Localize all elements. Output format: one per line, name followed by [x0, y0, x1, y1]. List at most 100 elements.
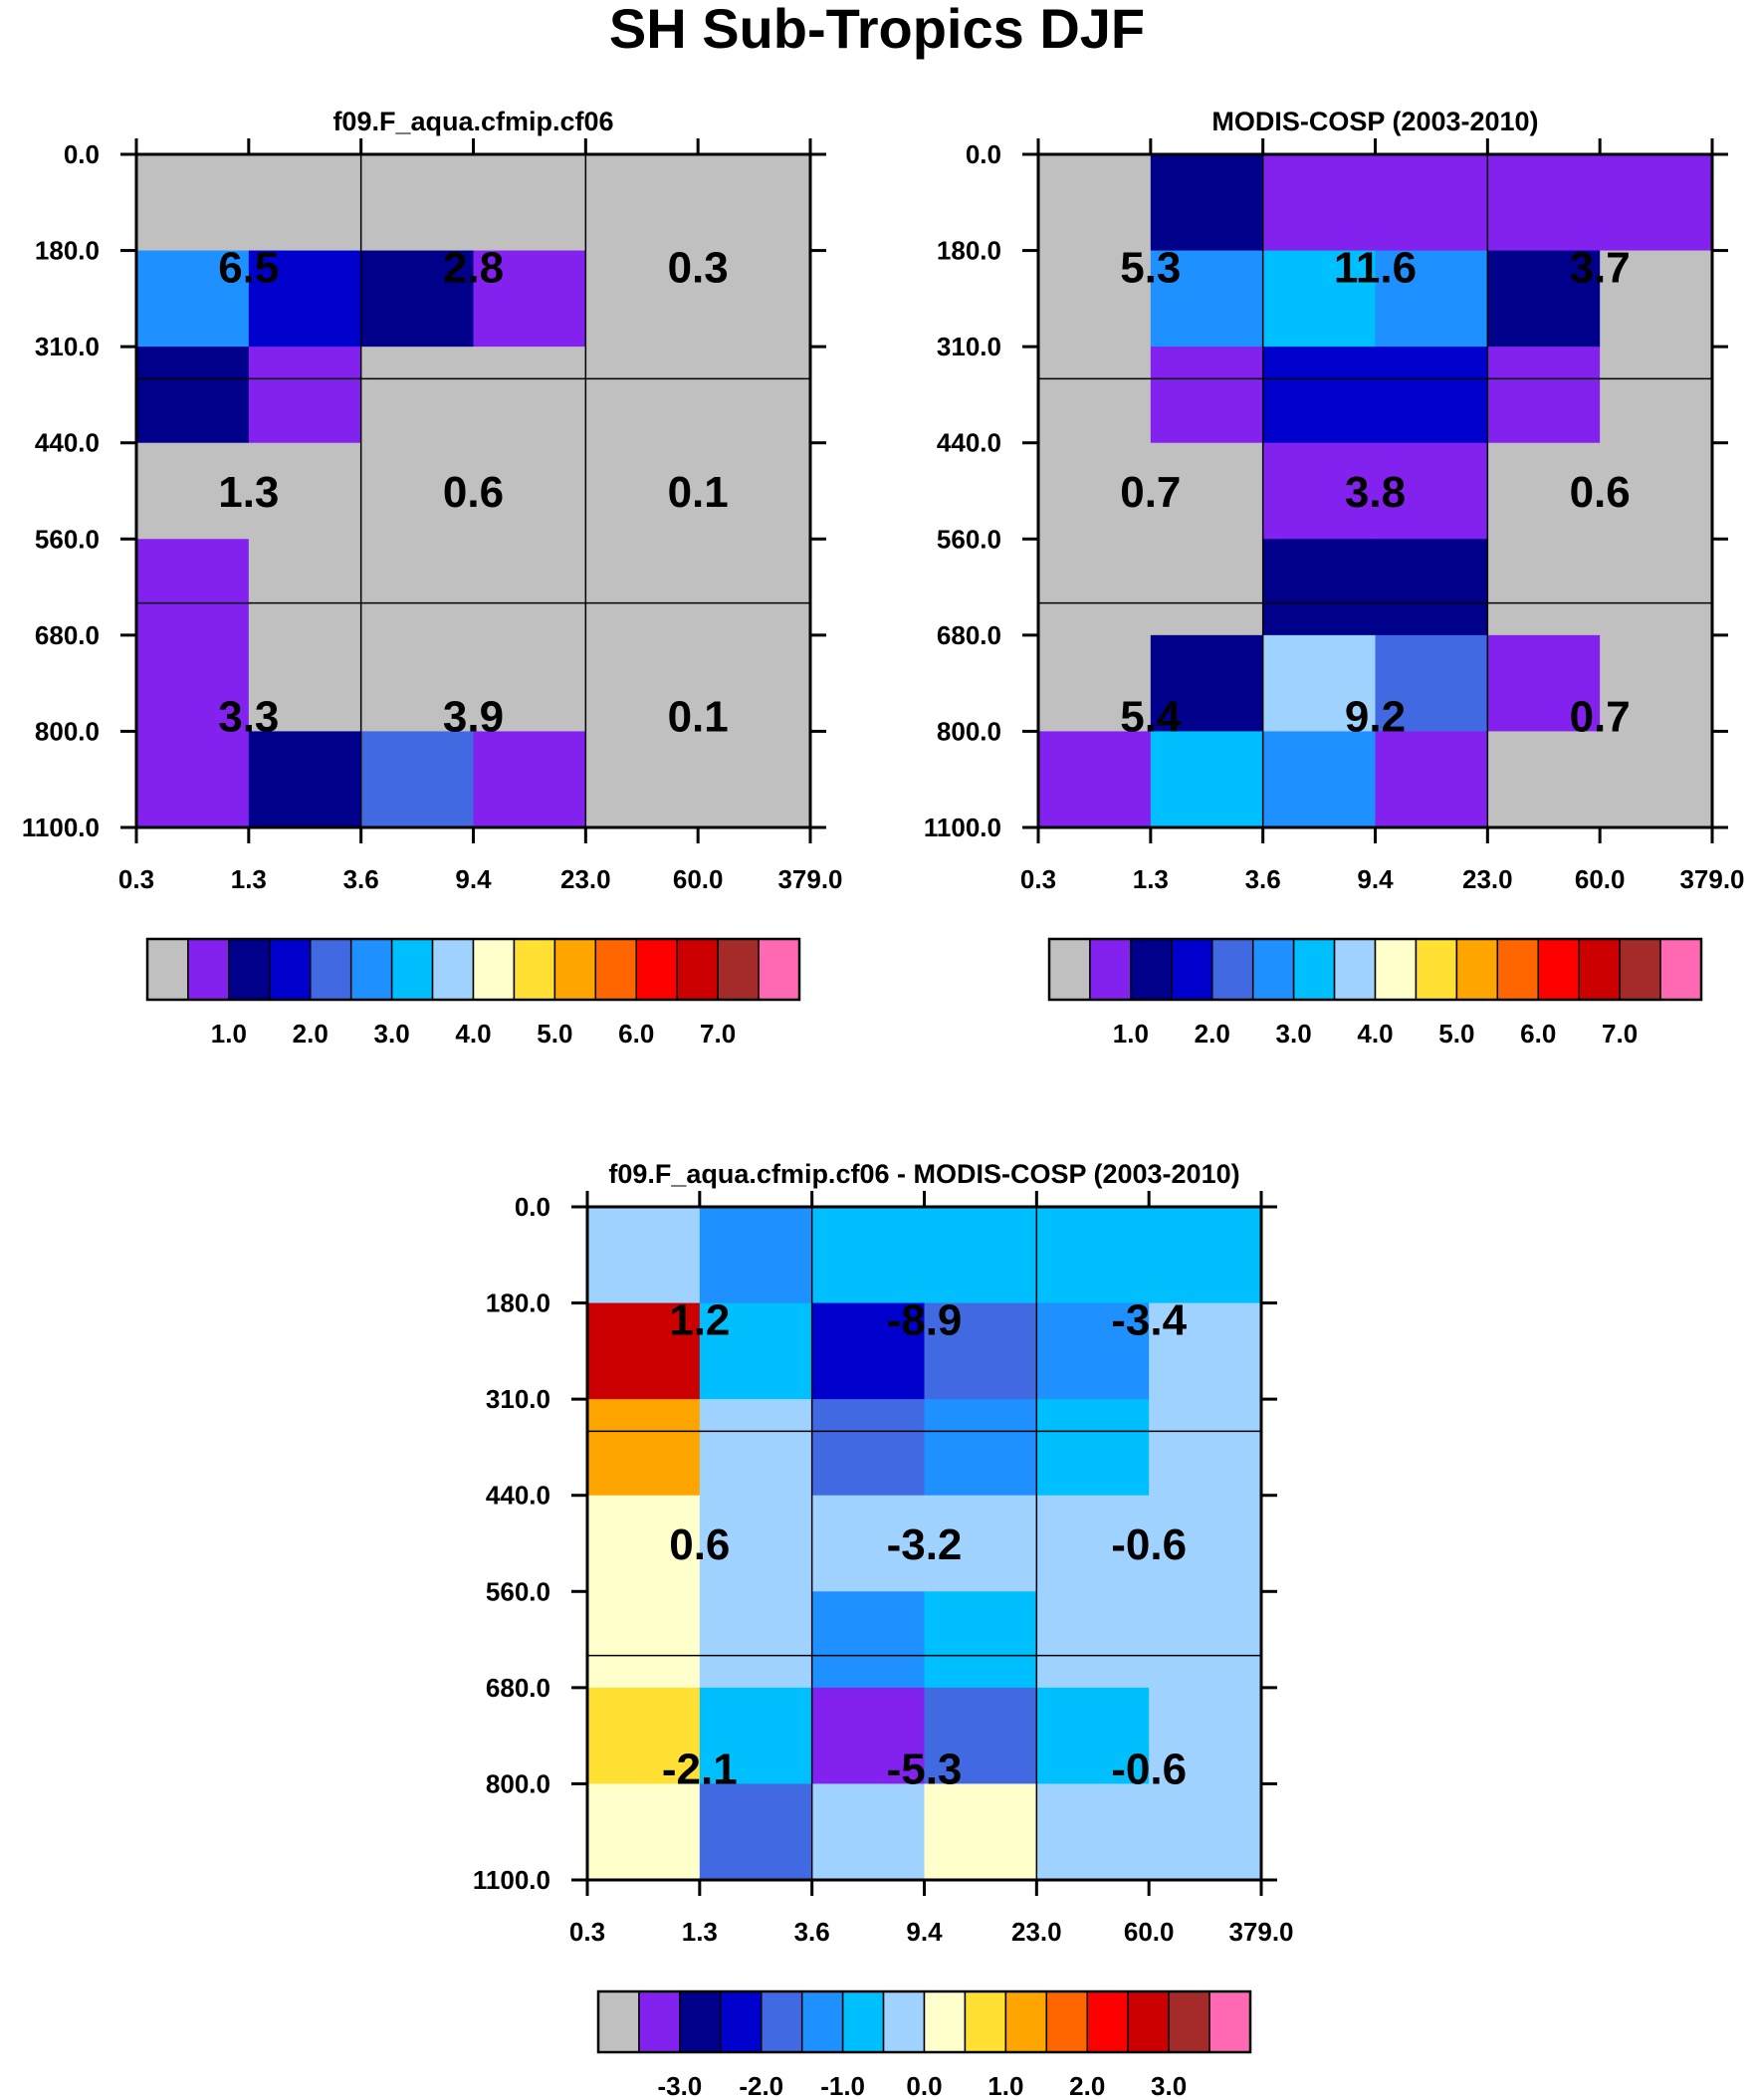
heatmap-cell	[1375, 634, 1488, 733]
heatmap-cell	[587, 1207, 701, 1304]
y-tick-label: 310.0	[937, 332, 1001, 361]
x-tick-label: 1.3	[1133, 864, 1169, 894]
heatmap-cell	[924, 1687, 1037, 1785]
colorbar-label: 7.0	[1602, 1019, 1638, 1049]
data-label: 6.5	[218, 244, 279, 293]
colorbar-swatch	[1415, 938, 1458, 1001]
heatmap-cell	[1262, 347, 1377, 444]
colorbar-swatch	[146, 938, 189, 1001]
data-label: 0.6	[669, 1520, 730, 1569]
colorbar-label: 2.0	[293, 1019, 329, 1049]
colorbar-label: 3.0	[374, 1019, 410, 1049]
colorbar-frame	[596, 1989, 1252, 2054]
heatmap-cell	[811, 1207, 926, 1304]
colorbar-swatch	[1374, 938, 1418, 1001]
x-tick-label: 23.0	[1462, 864, 1513, 894]
heatmap-cell	[473, 442, 586, 540]
y-tick-label: 560.0	[35, 524, 100, 554]
colorbar-label: 1.0	[211, 1019, 247, 1049]
colorbar-frame	[1047, 937, 1703, 1002]
colorbar-swatch	[1086, 1990, 1129, 2053]
heatmap-cell	[1262, 539, 1377, 636]
heatmap-cell	[360, 250, 475, 348]
y-tick-label: 0.0	[515, 1192, 550, 1222]
data-label: 11.6	[1334, 244, 1417, 293]
data-label: 0.3	[668, 244, 729, 293]
heatmap-cell	[1038, 442, 1152, 540]
y-tick-label: 1100.0	[473, 1865, 550, 1895]
heatmap-cell	[1036, 1302, 1150, 1400]
heatmap-cell	[1487, 442, 1601, 540]
data-label: 0.7	[1120, 468, 1181, 517]
heatmap-cell	[1036, 1591, 1150, 1689]
heatmap-cell	[1036, 1495, 1150, 1592]
heatmap-cell	[473, 347, 586, 444]
heatmap-cell	[699, 1207, 813, 1304]
heatmap-cell	[360, 731, 475, 828]
colorbar-swatch	[1208, 1990, 1251, 2053]
y-tick-label: 1100.0	[22, 813, 100, 842]
colorbar-swatch	[1045, 1990, 1088, 2053]
main-title: SH Sub-Tropics DJF	[609, 0, 1145, 60]
colorbar-swatch	[964, 1990, 1007, 2053]
heatmap-cell	[1036, 1687, 1150, 1785]
y-tick-label: 560.0	[937, 524, 1001, 554]
heatmap-cell	[699, 1783, 813, 1881]
heatmap-cell	[473, 731, 586, 828]
heatmap-cell	[698, 539, 811, 636]
colorbar-label: 0.0	[906, 2071, 942, 2100]
heatmap-cell	[924, 1302, 1037, 1400]
colorbar-swatch	[594, 938, 637, 1001]
heatmap-cell	[698, 731, 811, 828]
colorbar-label: 4.0	[1357, 1019, 1393, 1049]
heatmap-cell	[1149, 1495, 1262, 1592]
data-label: -3.2	[887, 1520, 963, 1569]
heatmap-cell	[1036, 1783, 1150, 1881]
colorbar-swatch	[1333, 938, 1377, 1001]
heatmap-cell	[1150, 347, 1264, 444]
colorbar-swatch	[1292, 938, 1336, 1001]
colorbar-swatch	[1659, 938, 1702, 1001]
colorbar-swatch	[1537, 938, 1580, 1001]
x-tick-label: 1.3	[682, 1917, 718, 1947]
heatmap-cell	[1036, 1399, 1150, 1497]
y-tick-label: 1100.0	[924, 813, 1001, 842]
data-label: 1.3	[218, 468, 279, 517]
heatmap-cell	[811, 1783, 926, 1881]
colorbar-swatch	[1251, 938, 1295, 1001]
x-tick-label: 1.3	[231, 864, 267, 894]
heatmap-cell	[1487, 731, 1601, 828]
heatmap-cell	[699, 1687, 813, 1785]
colorbar-swatch	[1455, 938, 1499, 1001]
data-label: 3.3	[218, 692, 279, 741]
data-label: 5.3	[1120, 244, 1181, 293]
heatmap-cell	[473, 250, 586, 348]
x-tick-label: 9.4	[1357, 864, 1394, 894]
data-label: 3.7	[1570, 244, 1631, 293]
data-label: 3.9	[443, 692, 504, 741]
heatmap-cell	[924, 1399, 1037, 1497]
colorbar-swatch	[717, 938, 760, 1001]
colorbar-label: 1.0	[987, 2071, 1023, 2100]
heatmap-cell	[360, 347, 475, 444]
heatmap-cell	[1600, 634, 1713, 733]
y-tick-label: 180.0	[486, 1288, 550, 1318]
heatmap-cell	[811, 1302, 926, 1400]
panel-difference: f09.F_aqua.cfmip.cf06 - MODIS-COSP (2003…	[473, 1159, 1294, 2100]
heatmap-cell	[587, 1495, 701, 1592]
panel-title: f09.F_aqua.cfmip.cf06 - MODIS-COSP (2003…	[608, 1159, 1239, 1189]
heatmap-cell	[924, 1783, 1037, 1881]
data-label: 9.2	[1345, 692, 1406, 741]
heatmap-cell	[248, 634, 362, 733]
colorbar-swatch	[187, 938, 230, 1001]
y-tick-label: 0.0	[64, 139, 100, 169]
colorbar-swatch	[269, 938, 312, 1001]
y-tick-label: 680.0	[486, 1673, 550, 1703]
heatmap-cell	[248, 442, 362, 540]
heatmap-cell	[136, 250, 250, 348]
heatmap-cell	[587, 1302, 701, 1400]
heatmap-cell	[1600, 731, 1713, 828]
heatmap-cell	[1149, 1207, 1262, 1304]
colorbar-label: -3.0	[657, 2071, 702, 2100]
heatmap-cell	[1262, 154, 1377, 252]
